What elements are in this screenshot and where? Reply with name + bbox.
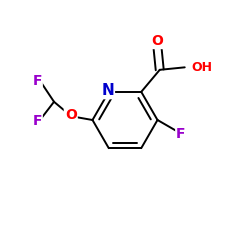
Text: F: F [176, 127, 186, 141]
Text: N: N [101, 83, 114, 98]
Text: O: O [151, 34, 163, 48]
Text: F: F [32, 114, 42, 128]
Text: F: F [32, 74, 42, 88]
Text: O: O [65, 108, 77, 122]
Text: OH: OH [191, 61, 212, 74]
